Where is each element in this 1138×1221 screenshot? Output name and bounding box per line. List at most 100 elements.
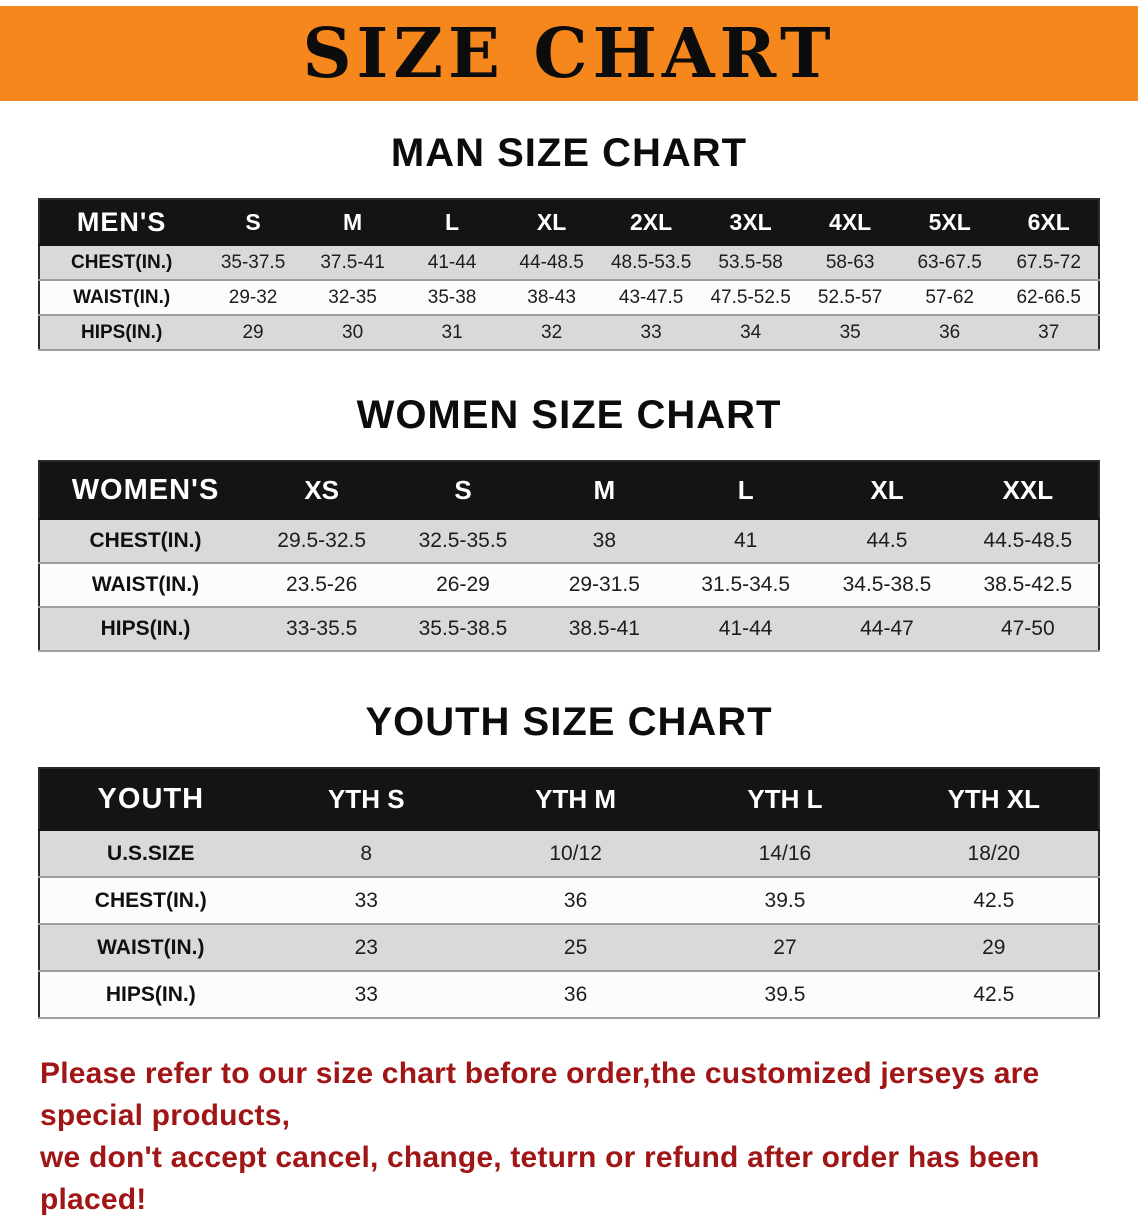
size-value-cell: 38-43 <box>501 280 602 316</box>
table-header-row: MEN'S S M L XL 2XL 3XL 4XL 5XL 6XL <box>39 199 1099 246</box>
youth-section-heading: YOUTH SIZE CHART <box>365 700 773 744</box>
size-value-cell: 31 <box>402 315 502 351</box>
size-value-cell: 53.5-58 <box>700 245 801 281</box>
size-header-cell: S <box>392 461 534 520</box>
size-header-cell: 5XL <box>899 199 1000 246</box>
size-value-cell: 37 <box>999 315 1099 351</box>
size-value-cell: 35 <box>800 315 900 351</box>
size-value-cell: 32 <box>501 315 602 351</box>
size-header-cell: 2XL <box>601 199 701 246</box>
size-value-cell: 41 <box>674 519 817 564</box>
size-header-cell: XXL <box>957 461 1099 520</box>
size-header-cell: L <box>402 199 502 246</box>
size-value-cell: 29 <box>203 315 303 351</box>
mens-size-table: MEN'S S M L XL 2XL 3XL 4XL 5XL 6XL CHEST(IN.) 35-37… <box>38 198 1100 351</box>
size-value-cell: 41-44 <box>402 245 502 281</box>
row-label-cell: HIPS(IN.) <box>39 607 251 652</box>
size-value-cell: 67.5-72 <box>999 245 1099 281</box>
size-value-cell: 48.5-53.5 <box>601 245 701 281</box>
table-row: HIPS(IN.) 33-35.5 35.5-38.5 38.5-41 41-44 44-… <box>39 607 1099 652</box>
size-value-cell: 44-48.5 <box>501 245 602 281</box>
size-value-cell: 14/16 <box>680 830 890 878</box>
row-label-cell: U.S.SIZE <box>39 830 262 878</box>
size-value-cell: 39.5 <box>680 971 890 1019</box>
size-header-cell: YTH S <box>261 768 471 831</box>
youth-size-section: YOUTH SIZE CHART YOUTH YTH S YTH M YTH L YTH… <box>0 700 1138 1019</box>
size-value-cell: 26-29 <box>392 563 534 608</box>
size-value-cell: 34 <box>700 315 801 351</box>
row-label-cell: CHEST(IN.) <box>39 877 262 925</box>
size-value-cell: 38 <box>533 519 675 564</box>
disclaimer-line-1: Please refer to our size chart before or… <box>40 1057 1040 1132</box>
mens-size-section: MAN SIZE CHART MEN'S S M L XL 2XL 3XL 4XL 5XL 6XL… <box>0 131 1138 351</box>
size-value-cell: 18/20 <box>889 830 1099 878</box>
size-value-cell: 63-67.5 <box>899 245 1000 281</box>
table-row: CHEST(IN.) 33 36 39.5 42.5 <box>39 877 1099 925</box>
table-title-cell: MEN'S <box>39 199 204 246</box>
size-value-cell: 29 <box>889 924 1099 972</box>
size-value-cell: 23 <box>261 924 471 972</box>
size-header-cell: YTH XL <box>889 768 1099 831</box>
size-value-cell: 31.5-34.5 <box>674 563 817 608</box>
youth-size-table: YOUTH YTH S YTH M YTH L YTH XL U.S.SIZE 8 10/12… <box>38 767 1100 1019</box>
size-header-cell: M <box>533 461 675 520</box>
size-value-cell: 32-35 <box>302 280 403 316</box>
table-header-row: YOUTH YTH S YTH M YTH L YTH XL <box>39 768 1099 831</box>
size-header-cell: S <box>203 199 303 246</box>
size-header-cell: XS <box>251 461 393 520</box>
size-value-cell: 47-50 <box>957 607 1099 652</box>
size-value-cell: 44.5 <box>816 519 958 564</box>
size-value-cell: 57-62 <box>899 280 1000 316</box>
size-value-cell: 62-66.5 <box>999 280 1099 316</box>
size-value-cell: 30 <box>302 315 403 351</box>
size-header-cell: YTH L <box>680 768 890 831</box>
row-label-cell: CHEST(IN.) <box>39 519 251 564</box>
disclaimer-line-2: we don't accept cancel, change, teturn o… <box>40 1141 1040 1216</box>
size-value-cell: 36 <box>470 877 681 925</box>
size-header-cell: YTH M <box>470 768 681 831</box>
page-title: SIZE CHART <box>302 13 836 94</box>
row-label-cell: HIPS(IN.) <box>39 971 262 1019</box>
womens-section-heading: WOMEN SIZE CHART <box>356 393 782 437</box>
size-value-cell: 44-47 <box>816 607 958 652</box>
table-row: U.S.SIZE 8 10/12 14/16 18/20 <box>39 830 1099 878</box>
size-value-cell: 52.5-57 <box>800 280 900 316</box>
table-row: CHEST(IN.) 29.5-32.5 32.5-35.5 38 41 44.5 44.5… <box>39 519 1099 564</box>
size-value-cell: 39.5 <box>680 877 890 925</box>
size-header-cell: XL <box>501 199 602 246</box>
size-value-cell: 41-44 <box>674 607 817 652</box>
size-value-cell: 34.5-38.5 <box>816 563 958 608</box>
size-value-cell: 33 <box>601 315 701 351</box>
size-header-cell: 6XL <box>999 199 1099 246</box>
size-value-cell: 37.5-41 <box>302 245 403 281</box>
size-value-cell: 36 <box>470 971 681 1019</box>
order-disclaimer: Please refer to our size chart before or… <box>40 1053 1100 1221</box>
mens-section-heading: MAN SIZE CHART <box>390 131 748 175</box>
size-value-cell: 33 <box>261 971 471 1019</box>
row-label-cell: WAIST(IN.) <box>39 563 251 608</box>
table-row: HIPS(IN.) 29 30 31 32 33 34 35 36 37 <box>39 315 1099 351</box>
table-row: WAIST(IN.) 29-32 32-35 35-38 38-43 43-47.5 47.… <box>39 280 1099 316</box>
size-header-cell: M <box>302 199 403 246</box>
table-row: WAIST(IN.) 23.5-26 26-29 29-31.5 31.5-34.5 34… <box>39 563 1099 608</box>
table-header-row: WOMEN'S XS S M L XL XXL <box>39 461 1099 520</box>
womens-size-section: WOMEN SIZE CHART WOMEN'S XS S M L XL XXL CHEST(… <box>0 393 1138 652</box>
row-label-cell: WAIST(IN.) <box>39 280 204 316</box>
table-row: WAIST(IN.) 23 25 27 29 <box>39 924 1099 972</box>
size-value-cell: 23.5-26 <box>251 563 393 608</box>
size-value-cell: 29.5-32.5 <box>251 519 393 564</box>
size-value-cell: 25 <box>470 924 681 972</box>
size-value-cell: 35-37.5 <box>203 245 303 281</box>
size-value-cell: 36 <box>899 315 1000 351</box>
size-value-cell: 38.5-41 <box>533 607 675 652</box>
size-value-cell: 10/12 <box>470 830 681 878</box>
size-value-cell: 29-31.5 <box>533 563 675 608</box>
womens-size-table: WOMEN'S XS S M L XL XXL CHEST(IN.) 29.5-32.5 32.5… <box>38 460 1100 652</box>
row-label-cell: HIPS(IN.) <box>39 315 204 351</box>
size-value-cell: 35.5-38.5 <box>392 607 534 652</box>
table-title-cell: WOMEN'S <box>39 461 251 520</box>
size-value-cell: 47.5-52.5 <box>700 280 801 316</box>
size-header-cell: L <box>674 461 817 520</box>
table-title-cell: YOUTH <box>39 768 262 831</box>
